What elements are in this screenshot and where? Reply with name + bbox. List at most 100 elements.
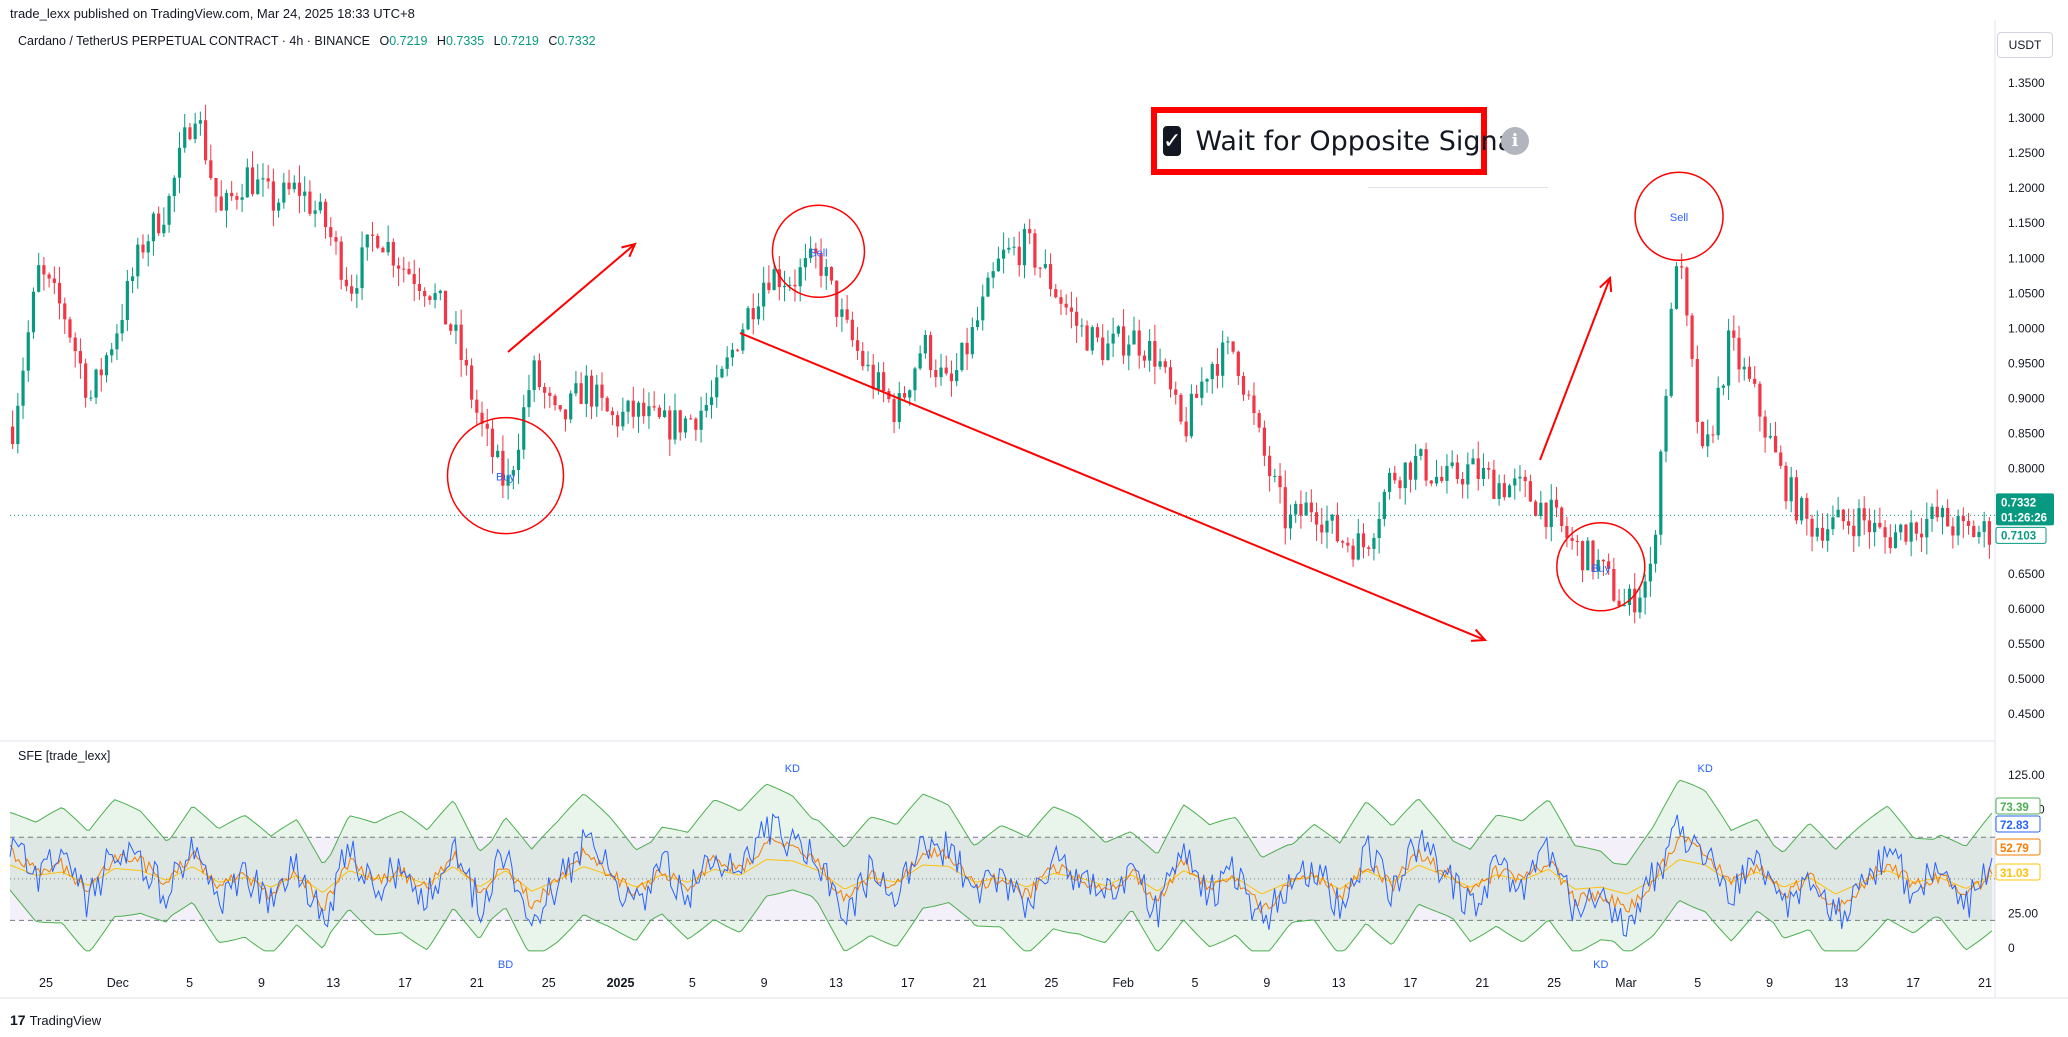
candle-body [1815,527,1819,537]
candle-body [464,359,468,366]
candle-body [918,353,922,369]
candle-body [21,370,25,406]
candle-body [1972,525,1976,538]
candle-body [1653,534,1658,564]
time-tick-label: 13 [829,976,843,990]
candle-body [647,406,651,417]
osc-value: 72.83 [2000,820,2029,832]
osc-value: 73.39 [2000,802,2029,814]
candle-body [1648,563,1652,582]
ref-price-value: 0.7103 [2001,530,2036,542]
candle-body [120,319,124,334]
osc-signal-kd: KD [1593,959,1608,971]
candle-body [496,450,500,458]
candle-body [162,224,166,234]
candle-body [459,324,463,360]
candle-body [1878,522,1882,528]
osc-value: 52.79 [2000,843,2029,855]
candle-body [960,342,964,371]
osc-signal-kd: KD [1697,763,1712,775]
candle-body [871,364,875,390]
candle-body [970,327,974,355]
time-tick-label: 9 [1263,976,1270,990]
candle-body [1706,434,1710,447]
candle-body [1132,330,1136,345]
candle-body [1669,308,1673,396]
candle-body [1330,514,1334,521]
candle-body [110,349,114,356]
candle-body [1247,394,1251,396]
candle-body [449,324,453,331]
candle-body [1758,383,1762,417]
candle-body [1398,480,1402,489]
candle-body [1565,525,1569,539]
time-tick-label: 17 [901,976,915,990]
price-tick-label: 1.0500 [2008,286,2045,300]
candle-body [1523,476,1527,482]
candle-body [1643,581,1647,598]
candle-body [1221,342,1225,376]
time-tick-label: 13 [1834,976,1848,990]
candle-body [725,357,729,369]
candle-body [678,410,682,433]
candle-body [344,279,349,287]
candle-body [1805,497,1809,519]
opposite-signal-callout[interactable]: ✓ Wait for Opposite Signal [1151,107,1522,175]
candle-body [897,393,901,423]
candle-body [183,127,187,148]
candle-body [1852,525,1856,537]
candle-body [490,428,495,458]
candle-body [548,392,552,396]
candle-body [469,365,474,400]
price-tick-label: 0.6000 [2008,602,2045,616]
candle-body [1387,472,1392,492]
candle-body [73,337,77,352]
candle-body [1549,499,1553,528]
candle-body [214,178,218,197]
time-tick-label: 21 [973,976,987,990]
candle-body [323,201,328,228]
candle-body [668,410,672,440]
candle-body [1028,228,1032,234]
candle-body [1314,512,1319,525]
candle-body [574,383,578,394]
tradingview-logo[interactable]: 17 TradingView [10,1012,101,1028]
circle-buy-2 [1556,522,1646,612]
osc-value-badge [1995,863,2041,881]
current-price-badge [1996,493,2054,526]
high-label: H [436,34,446,48]
candle-body [939,367,943,378]
price-tick-label: 1.1000 [2008,251,2045,265]
symbol-legend[interactable]: Cardano / TetherUS PERPETUAL CONTRACT · … [18,34,596,48]
candle-body [104,355,109,376]
info-icon[interactable]: i [1501,127,1529,155]
checkmark-icon[interactable]: ✓ [1163,126,1182,156]
candle-body [365,234,369,248]
candle-body [1101,337,1105,361]
candle-body [1925,518,1929,538]
price-tick-label: 1.3000 [2008,111,2045,125]
divider [1368,187,1548,192]
candle-body [845,309,849,320]
symbol-title: Cardano / TetherUS PERPETUAL CONTRACT · … [18,34,370,48]
candle-body [652,406,656,408]
candle-body [1883,527,1887,538]
osc-envelope-fill [10,780,1992,951]
candle-body [1367,547,1371,549]
candle-body [329,227,333,238]
candle-body [1080,325,1084,327]
candle-body [1899,524,1903,533]
candle-body [1820,527,1825,541]
arrow-up-1-head [621,242,637,258]
price-tick-label: 0.5500 [2008,637,2045,651]
price-tick-label: 0.6500 [2008,567,2045,581]
low-value: 0.7219 [500,34,539,48]
indicator-title[interactable]: SFE [trade_lexx] [18,749,111,763]
candle-body [736,349,740,351]
candle-body [1841,509,1845,522]
time-tick-label: 5 [689,976,696,990]
currency-button[interactable]: USDT [1997,32,2053,58]
candle-body [63,303,67,320]
candle-body [240,197,244,200]
